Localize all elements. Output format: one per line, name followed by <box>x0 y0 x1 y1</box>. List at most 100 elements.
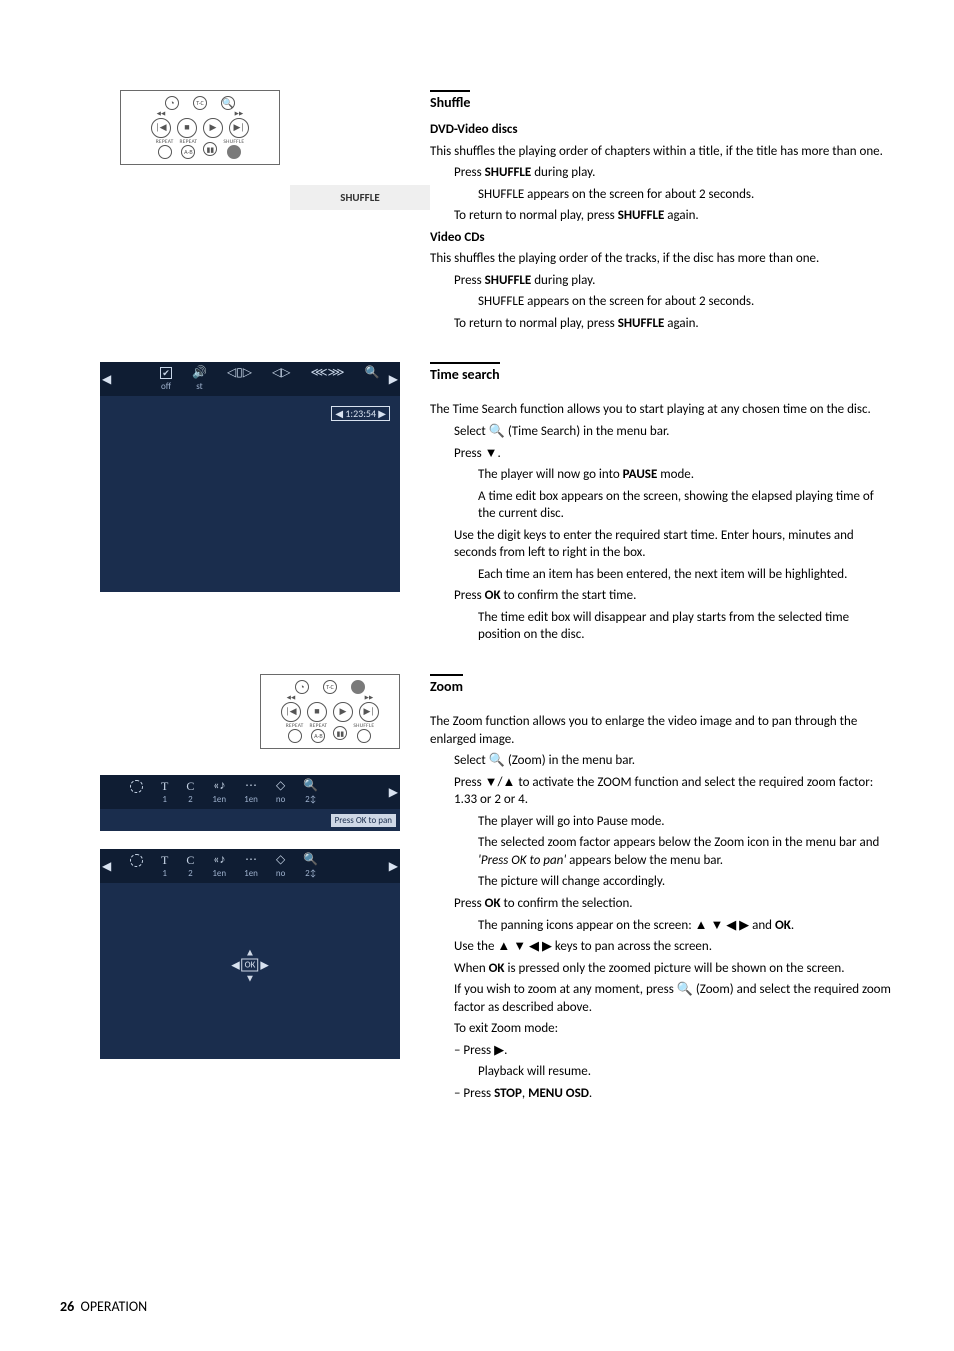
zoom-section: ◔ T-C ◀◀|◀ ■ ▶ ▶▶▶| REPEAT REPEATA-B ▮▮ … <box>60 674 894 1106</box>
remote-tc-icon: T-C <box>323 680 337 694</box>
press-shuffle-vcd: Press SHUFFLE during play. <box>430 272 894 290</box>
lbl-2: 2 <box>188 868 193 879</box>
ts-digit: Use the digit keys to enter the required… <box>430 527 894 562</box>
zoom-use-keys: Use the ▲ ▼ ◀ ▶ keys to pan across the s… <box>430 938 894 956</box>
ok-box: OK <box>242 958 259 971</box>
remote-btn-prev-icon: |◀ <box>151 118 171 138</box>
lbl-1en-b: 1en <box>244 868 258 879</box>
ts-ok: Press OK to confirm the start time. <box>430 587 894 605</box>
left-small-arrow-icon: ◀ <box>231 958 239 971</box>
zoom-screenshot-2: T1 C2 «♪1en ⋯1en ◇no 🔍2↕ ◀ ▶ ▲ ◀OK▶ ▼ <box>100 849 400 1059</box>
lbl-2x: 2↕ <box>305 868 317 879</box>
zoom-press-stop: – Press STOP, MENU OSD. <box>430 1085 894 1103</box>
right-arrow-icon: ▶ <box>389 372 398 387</box>
zoom-select: Select 🔍 (Zoom) in the menu bar. <box>430 752 894 770</box>
remote-diagram-shuffle: ◔ T-C 🔍 ◀◀ |◀ ■ ▶ ▶▶ ▶| REPEAT REPEATA-B <box>120 90 280 165</box>
remote-prev-icon: |◀ <box>281 702 301 722</box>
angle-icon <box>130 780 143 793</box>
remote-btn-stop-icon: ■ <box>177 118 197 138</box>
remote-next-icon: ▶| <box>359 702 379 722</box>
ts-select: Select 🔍 (Time Search) in the menu bar. <box>430 423 894 441</box>
ts-intro: The Time Search function allows you to s… <box>430 401 894 419</box>
right-small-arrow-icon: ▶ <box>260 958 268 971</box>
page-number: 26 <box>60 1298 74 1315</box>
remote-btn-repeat-icon <box>158 145 172 159</box>
fast-icon: ⋘⋙ <box>310 366 344 380</box>
dvd-shuffle-desc: This shuffles the playing order of chapt… <box>430 143 894 161</box>
zoom-press-ok: Press OK to confirm the selection. <box>430 895 894 913</box>
title-icon: T <box>161 853 168 867</box>
lbl-1en-b: 1en <box>244 794 258 805</box>
zoom-press-arrows: Press ▼/▲ to activate the ZOOM function … <box>430 774 894 809</box>
slow-icon: ◁▷ <box>272 366 290 380</box>
zoom-when-ok: When OK is pressed only the zoomed pictu… <box>430 960 894 978</box>
remote-btn-repeat-ab-icon: A-B <box>181 145 195 159</box>
pan-widget: ▲ ◀OK▶ ▼ <box>231 945 269 984</box>
lbl-1: 1 <box>162 868 167 879</box>
chapter-icon: C <box>186 853 194 867</box>
vcd-shuffle-desc: This shuffles the playing order of the t… <box>430 250 894 268</box>
remote-pause-icon: ▮▮ <box>333 726 347 740</box>
zoom-press-play: – Press ▶. <box>430 1042 894 1060</box>
shuffle-section: ◔ T-C 🔍 ◀◀ |◀ ■ ▶ ▶▶ ▶| REPEAT REPEATA-B <box>60 90 894 336</box>
shuffle-button-label: SHUFFLE <box>290 185 430 210</box>
subtitle-icon: ⋯ <box>245 853 257 867</box>
zoom-intro: The Zoom function allows you to enlarge … <box>430 713 894 748</box>
loop-icon: ◇ <box>276 779 285 793</box>
return-shuffle-vcd: To return to normal play, press SHUFFLE … <box>430 315 894 333</box>
right-arrow-icon: ▶ <box>389 859 398 874</box>
timesearch-section: ◀ ✔off 🔊st ◁▯▷ ◁▷ ⋘⋙ 🔍 ▶ ◀ 1:23:54 ▶ Tim… <box>60 362 894 648</box>
zoom-screenshot-1: T1 C2 «♪1en ⋯1en ◇no 🔍2↕ ▶ Press OK to p… <box>100 775 400 831</box>
left-arrow-icon: ◀ <box>102 372 111 387</box>
step-icon: ◁▯▷ <box>227 366 252 380</box>
zoom-pause: The player will go into Pause mode. <box>430 813 894 831</box>
lbl-no: no <box>276 794 285 805</box>
zoom-if-wish: If you wish to zoom at any moment, press… <box>430 981 894 1016</box>
left-arrow-icon: ◀ <box>102 859 111 874</box>
down-arrow-icon: ▼ <box>231 971 269 984</box>
lbl-1: 1 <box>162 794 167 805</box>
remote-btn-next-icon: ▶| <box>229 118 249 138</box>
check-icon: ✔ <box>160 367 172 379</box>
loop-icon: ◇ <box>276 853 285 867</box>
speaker-icon: 🔊 <box>192 366 207 380</box>
time-badge: ◀ 1:23:54 ▶ <box>331 406 390 421</box>
remote-repeat-ab-icon: A-B <box>311 729 325 743</box>
remote-btn-pause-icon: ▮▮ <box>203 142 217 156</box>
remote-stop-icon: ■ <box>307 702 327 722</box>
press-ok-pan-badge: Press OK to pan <box>331 814 396 827</box>
remote-btn-shuffle-highlight-icon <box>227 145 241 159</box>
section-name: OPERATION <box>81 1298 148 1315</box>
title-icon: T <box>161 779 168 793</box>
st-label: st <box>196 381 202 392</box>
remote-btn-tc-icon: T-C <box>193 96 207 110</box>
shuffle-appears-vcd: SHUFFLE appears on the screen for about … <box>430 293 894 311</box>
zoom-icon: 🔍 <box>303 853 318 867</box>
angle-icon <box>130 854 143 867</box>
zoom-icon: 🔍 <box>303 779 318 793</box>
page-footer: 26 OPERATION <box>60 1298 147 1315</box>
shuffle-appears-dvd: SHUFFLE appears on the screen for about … <box>430 186 894 204</box>
press-shuffle-dvd: Press SHUFFLE during play. <box>430 164 894 182</box>
ts-editbox: A time edit box appears on the screen, s… <box>430 488 894 523</box>
off-label: off <box>161 381 171 392</box>
zoom-exit: To exit Zoom mode: <box>430 1020 894 1038</box>
ts-pause: The player will now go into PAUSE mode. <box>430 466 894 484</box>
remote-btn-play-icon: ▶ <box>203 118 223 138</box>
remote-shuffle-icon <box>357 729 371 743</box>
return-shuffle-dvd: To return to normal play, press SHUFFLE … <box>430 207 894 225</box>
lbl-1en-a: 1en <box>212 794 226 805</box>
audio-icon: «♪ <box>213 853 225 867</box>
remote-btn-disc-icon: ◔ <box>165 96 179 110</box>
remote-disc-icon: ◔ <box>295 680 309 694</box>
timesearch-heading: Time search <box>430 362 500 383</box>
remote-btn-zoom-icon: 🔍 <box>221 96 235 110</box>
shuffle-heading: Shuffle <box>430 90 470 111</box>
right-arrow-icon: ▶ <box>389 785 398 800</box>
remote-zoom-highlight-icon <box>351 680 365 694</box>
subtitle-icon: ⋯ <box>245 779 257 793</box>
zoom-resume: Playback will resume. <box>430 1063 894 1081</box>
lbl-2: 2 <box>188 794 193 805</box>
ts-disappear: The time edit box will disappear and pla… <box>430 609 894 644</box>
lbl-2x: 2↕ <box>305 794 317 805</box>
